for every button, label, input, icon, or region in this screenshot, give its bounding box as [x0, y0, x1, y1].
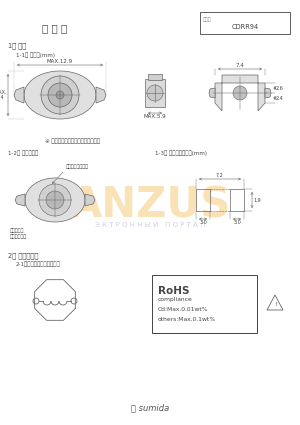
Polygon shape: [15, 194, 25, 206]
Polygon shape: [147, 85, 163, 101]
Text: 端末処置不定: 端末処置不定: [10, 234, 27, 239]
Bar: [230, 189, 244, 211]
Text: 部位と製造記番号: 部位と製造記番号: [66, 164, 89, 169]
Text: CDRR94: CDRR94: [231, 24, 259, 30]
Text: 2． コイル仕様: 2． コイル仕様: [8, 252, 38, 258]
Text: 型　号: 型 号: [203, 17, 212, 22]
Circle shape: [39, 184, 71, 216]
Circle shape: [56, 91, 64, 99]
Text: 1-2． 捜印表示例: 1-2． 捜印表示例: [8, 150, 38, 156]
Circle shape: [33, 298, 39, 304]
Text: ANZUS: ANZUS: [69, 184, 231, 226]
Text: MAX.12.9: MAX.12.9: [47, 59, 73, 64]
Polygon shape: [96, 87, 106, 103]
Text: 2.6: 2.6: [276, 85, 284, 91]
Polygon shape: [265, 88, 271, 98]
Text: 3.0: 3.0: [233, 220, 241, 225]
Circle shape: [233, 86, 247, 100]
Circle shape: [71, 298, 77, 304]
Bar: [196, 189, 210, 211]
Text: 2-1．端子接続図（巻き図）: 2-1．端子接続図（巻き図）: [16, 261, 61, 266]
Polygon shape: [14, 87, 24, 103]
Text: compliance: compliance: [158, 297, 193, 302]
Polygon shape: [85, 194, 95, 206]
Polygon shape: [209, 88, 215, 98]
Text: Э К Т Р О Н Н Ы Й   П О Р Т А Л: Э К Т Р О Н Н Ы Й П О Р Т А Л: [95, 222, 205, 228]
Text: others:Max.0.1wt%: others:Max.0.1wt%: [158, 317, 216, 322]
Text: 1.9: 1.9: [253, 198, 261, 202]
Polygon shape: [25, 178, 85, 222]
Text: 3.0: 3.0: [199, 220, 207, 225]
Polygon shape: [24, 71, 96, 119]
Circle shape: [48, 83, 72, 107]
Bar: [145, 79, 165, 107]
Text: !: !: [274, 303, 276, 308]
Circle shape: [41, 76, 79, 114]
Text: RoHS: RoHS: [158, 286, 190, 296]
Bar: [152, 275, 257, 333]
Text: 7.2: 7.2: [216, 173, 224, 178]
Text: 1． 外形: 1． 外形: [8, 42, 26, 48]
Text: Ⓢ sumida: Ⓢ sumida: [131, 403, 169, 413]
Text: 端末処置印: 端末処置印: [10, 228, 24, 233]
Text: 2.4: 2.4: [276, 96, 284, 100]
Bar: [200, 12, 290, 34]
Text: MAX.
9.4: MAX. 9.4: [0, 90, 7, 100]
Text: Cd:Max.0.01wt%: Cd:Max.0.01wt%: [158, 307, 208, 312]
Text: 1-3． 推奨ランド寸法(mm): 1-3． 推奨ランド寸法(mm): [155, 150, 207, 156]
Text: 仕 様 書: 仕 様 書: [42, 23, 68, 33]
Text: 1-1． 寸法図(mm): 1-1． 寸法図(mm): [16, 52, 55, 58]
Text: ※ 公差のない寸法は参考値とする。: ※ 公差のない寸法は参考値とする。: [45, 138, 100, 144]
Circle shape: [46, 191, 64, 209]
Text: MAX.5.9: MAX.5.9: [144, 114, 166, 119]
Text: 7.4: 7.4: [236, 63, 244, 68]
Bar: [148, 74, 162, 80]
Polygon shape: [215, 75, 265, 111]
